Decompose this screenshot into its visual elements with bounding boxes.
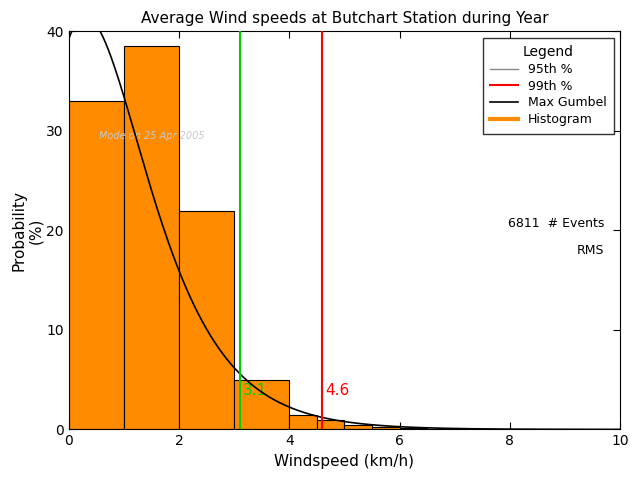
Bar: [317, 420, 344, 430]
Bar: [124, 47, 179, 430]
Text: 4.6: 4.6: [325, 383, 349, 397]
X-axis label: Windspeed (km/h): Windspeed (km/h): [275, 454, 415, 469]
Bar: [234, 380, 289, 430]
Bar: [289, 415, 317, 430]
Text: 3.1: 3.1: [243, 383, 267, 397]
Bar: [372, 427, 399, 430]
Text: Mode on 25 Apr 2005: Mode on 25 Apr 2005: [99, 131, 205, 141]
Legend: 95th %, 99th %, Max Gumbel, Histogram: 95th %, 99th %, Max Gumbel, Histogram: [483, 38, 614, 134]
Bar: [179, 211, 234, 430]
Bar: [68, 101, 124, 430]
Bar: [399, 428, 427, 430]
Title: Average Wind speeds at Butchart Station during Year: Average Wind speeds at Butchart Station …: [141, 11, 548, 26]
Bar: [427, 429, 454, 430]
Bar: [344, 425, 372, 430]
Text: 6811  # Events: 6811 # Events: [508, 216, 605, 229]
Y-axis label: Probability
(%): Probability (%): [11, 190, 44, 271]
Text: RMS: RMS: [577, 244, 605, 257]
